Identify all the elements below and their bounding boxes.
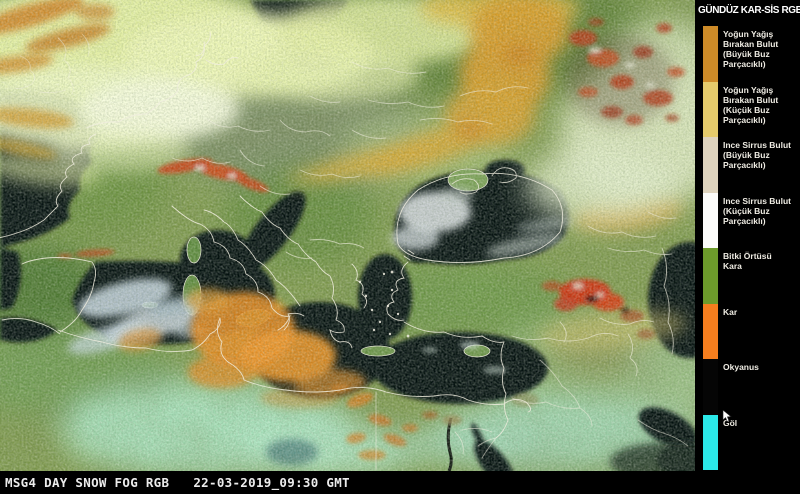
status-bar: MSG4 DAY SNOW FOG RGB 22-03-2019_09:30 G…: [0, 471, 695, 494]
aegean-islands: [358, 270, 410, 338]
legend-swatch: [703, 81, 718, 137]
legend-item-ocean: Okyanus: [703, 359, 799, 415]
legend-item-label: Yoğun Yağış Bırakan Bulut (Büyük Buz Par…: [723, 29, 779, 69]
legend-item-vegetation-land: Bitki Örtüsü Kara: [703, 248, 799, 304]
legend-item-label: Bitki Örtüsü Kara: [723, 251, 772, 271]
legend-panel: GÜNDÜZ KAR-SİS RGB Yoğun Yağış Bırakan B…: [695, 0, 800, 494]
status-product-name: MSG4 DAY SNOW FOG RGB: [5, 475, 170, 490]
legend-item-label: Göl: [723, 417, 738, 428]
satellite-image: [0, 0, 695, 471]
mouse-cursor-icon: [722, 410, 732, 422]
legend-item-heavy-precip-large-ice: Yoğun Yağış Bırakan Bulut (Büyük Buz Par…: [703, 26, 799, 82]
legend-item-thin-cirrus-small-ice: Ince Sirrus Bulut (Küçük Buz Parçacıklı): [703, 192, 799, 248]
legend-item-label: Kar: [723, 306, 738, 317]
legend-swatch: [703, 192, 718, 248]
legend-item-label: Ince Sirrus Bulut (Küçük Buz Parçacıklı): [723, 195, 792, 226]
legend-swatch: [703, 248, 718, 304]
legend-swatch: [703, 303, 718, 359]
legend-item-label: Ince Sirrus Bulut (Büyük Buz Parçacıklı): [723, 140, 792, 170]
country-borders: [0, 31, 689, 471]
legend-swatch: [703, 414, 718, 470]
legend-item-label: Okyanus: [723, 362, 759, 372]
legend-swatch: [703, 359, 718, 415]
legend-title: GÜNDÜZ KAR-SİS RGB: [698, 5, 800, 16]
legend-item-lake: Göl: [703, 414, 799, 470]
legend-swatch: [703, 26, 718, 82]
legend-item-heavy-precip-small-ice: Yoğun Yağış Bırakan Bulut (Küçük Buz Par…: [703, 81, 799, 137]
legend-colorbar: Yoğun Yağış Bırakan Bulut (Büyük Buz Par…: [703, 26, 799, 470]
legend-swatch: [703, 137, 718, 193]
status-timestamp: 22-03-2019_09:30 GMT: [193, 475, 350, 490]
satellite-map[interactable]: [0, 0, 695, 471]
legend-item-label: Yoğun Yağış Bırakan Bulut (Küçük Buz Par…: [723, 84, 779, 125]
legend-item-snow: Kar: [703, 303, 799, 359]
legend-item-thin-cirrus-large-ice: Ince Sirrus Bulut (Büyük Buz Parçacıklı): [703, 137, 799, 193]
